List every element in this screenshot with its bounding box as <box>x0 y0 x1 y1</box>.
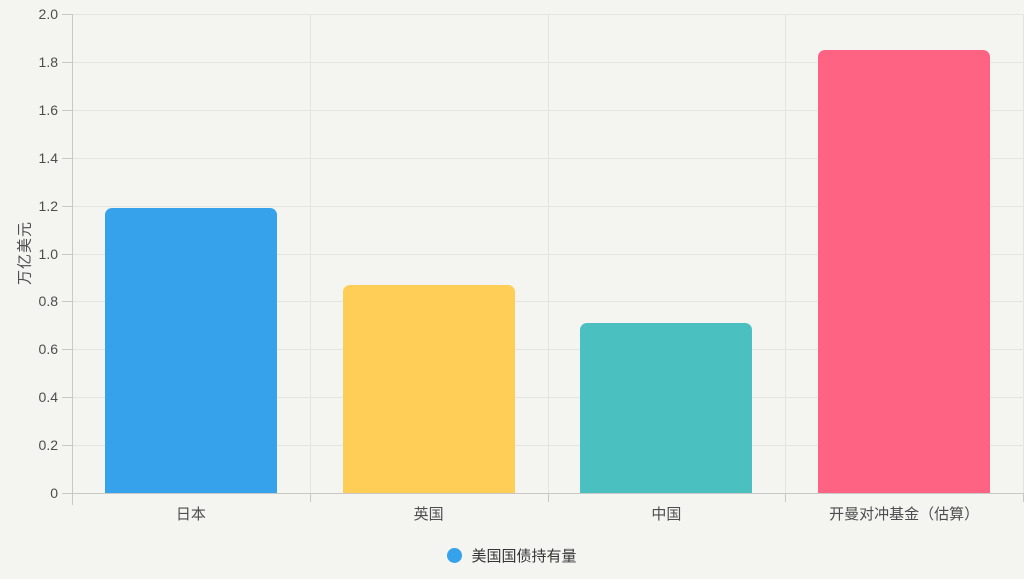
y-axis-line <box>72 14 73 505</box>
x-tick-mark <box>547 493 549 502</box>
bar-3[interactable] <box>580 322 753 493</box>
v-gridline <box>309 14 311 493</box>
x-tick-label: 日本 <box>175 506 206 523</box>
x-tick-label: 开曼对冲基金（估算） <box>829 506 980 523</box>
y-tick-label: 1.0 <box>38 245 58 262</box>
x-tick-mark <box>785 493 787 502</box>
y-tick-label: 0.2 <box>38 437 58 454</box>
v-gridline <box>785 14 787 493</box>
y-tick-mark <box>62 301 72 303</box>
y-tick-mark <box>62 109 72 111</box>
y-tick-mark <box>62 14 72 15</box>
y-tick-label: 0 <box>50 485 58 501</box>
legend-item[interactable]: 美国国债持有量 <box>0 545 1024 565</box>
y-tick-label: 2.0 <box>38 6 58 22</box>
legend-label: 美国国债持有量 <box>471 547 577 565</box>
y-tick-mark <box>62 493 72 494</box>
bar-1[interactable] <box>104 208 277 493</box>
x-tick-label: 中国 <box>651 506 682 523</box>
bar-4[interactable] <box>818 49 991 493</box>
x-tick-label: 英国 <box>413 506 444 523</box>
y-tick-mark <box>62 349 72 351</box>
y-tick-label: 1.4 <box>38 149 58 166</box>
y-tick-label: 1.2 <box>38 197 58 214</box>
y-tick-mark <box>62 157 72 159</box>
x-axis: 日本 英国 中国 开曼对冲基金（估算） <box>72 505 1023 525</box>
y-tick-label: 1.8 <box>38 53 58 70</box>
legend-marker-icon <box>447 547 463 563</box>
y-tick-label: 0.8 <box>38 293 58 310</box>
x-tick-mark <box>309 493 311 502</box>
y-tick-mark <box>62 205 72 207</box>
bar-2[interactable] <box>342 284 515 493</box>
x-axis-line <box>72 493 1023 494</box>
y-tick-mark <box>62 253 72 255</box>
y-axis: 0 0.2 0.4 0.6 0.8 1.0 1.2 1.4 1.6 1.8 2.0 <box>0 6 58 501</box>
y-tick-label: 0.4 <box>38 389 58 406</box>
y-tick-mark <box>62 397 72 399</box>
y-tick-mark <box>62 445 72 447</box>
y-tick-label: 0.6 <box>38 341 58 358</box>
v-gridline <box>547 14 549 493</box>
y-tick-label: 1.6 <box>38 101 58 118</box>
y-tick-mark <box>62 61 72 63</box>
plot-area <box>62 14 1024 505</box>
